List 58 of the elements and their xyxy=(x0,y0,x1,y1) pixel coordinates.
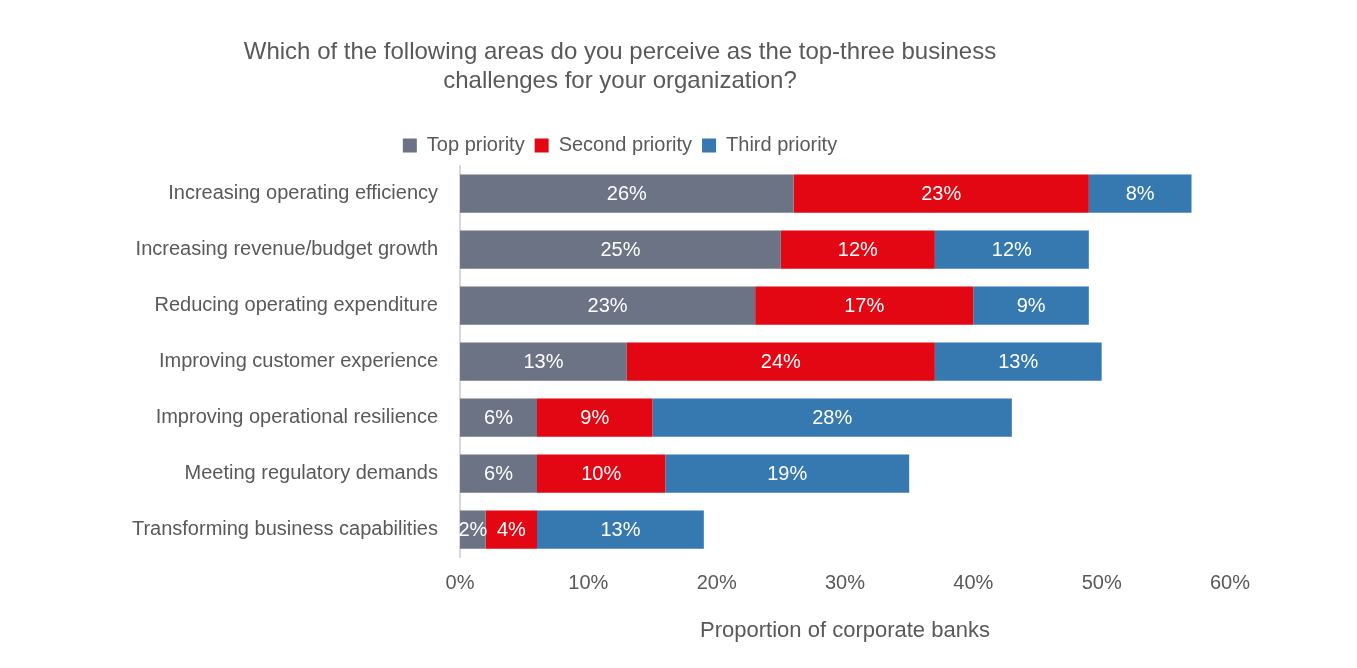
data-label: 26% xyxy=(606,182,648,205)
x-tick-label: 40% xyxy=(953,571,994,594)
data-label: 6% xyxy=(484,406,514,429)
y-tick-label: Reducing operating expenditure xyxy=(154,293,438,316)
bar xyxy=(537,454,666,493)
y-tick-label: Increasing revenue/budget growth xyxy=(135,237,438,260)
bar xyxy=(652,398,1012,437)
data-label: 6% xyxy=(484,462,514,485)
bar xyxy=(460,174,794,213)
y-tick-label: Improving customer experience xyxy=(158,349,438,372)
bar xyxy=(460,454,537,493)
legend-label: Top priority xyxy=(426,133,525,156)
y-tick-label: Transforming business capabilities xyxy=(131,517,438,540)
data-label: 23% xyxy=(587,294,628,317)
bar xyxy=(973,286,1089,325)
bar xyxy=(755,286,974,325)
x-tick-label: 10% xyxy=(568,571,609,594)
data-label: 9% xyxy=(580,406,610,429)
data-label: 25% xyxy=(600,238,641,261)
bar xyxy=(460,398,537,437)
x-tick-label: 0% xyxy=(445,571,475,594)
bar xyxy=(1088,174,1192,213)
bar xyxy=(537,510,704,549)
data-label: 13% xyxy=(998,350,1039,373)
legend-label: Second priority xyxy=(558,133,693,156)
bar xyxy=(934,342,1102,381)
x-tick-label: 60% xyxy=(1209,571,1251,594)
x-tick-label: 30% xyxy=(824,571,866,594)
x-tick-label: 20% xyxy=(696,571,737,594)
data-label: 12% xyxy=(991,238,1033,261)
y-tick-label: Increasing operating efficiency xyxy=(168,181,438,204)
bar xyxy=(460,286,756,325)
data-label: 17% xyxy=(844,294,885,317)
bar xyxy=(793,174,1089,213)
bar xyxy=(934,230,1089,269)
data-label: 10% xyxy=(581,462,622,485)
y-tick-label: Meeting regulatory demands xyxy=(184,461,438,484)
data-label: 8% xyxy=(1125,182,1155,205)
data-label: 9% xyxy=(1016,294,1046,317)
bar xyxy=(460,230,781,269)
legend-label: Third priority xyxy=(726,133,838,156)
data-label: 19% xyxy=(767,462,808,485)
data-label: 4% xyxy=(496,518,526,541)
bar xyxy=(665,454,910,493)
data-label: 24% xyxy=(760,350,802,373)
y-tick-label: Improving operational resilience xyxy=(155,405,438,428)
chart-title: Which of the following areas do you perceive as the top-three business challenges for your organization? xyxy=(243,37,997,93)
x-tick-label: 50% xyxy=(1081,571,1122,594)
data-label: 28% xyxy=(812,406,853,429)
data-label: 23% xyxy=(921,182,962,205)
bar xyxy=(537,398,653,437)
data-label: 13% xyxy=(523,350,564,373)
x-axis-title: Proportion of corporate banks xyxy=(700,616,990,642)
bar xyxy=(460,342,627,381)
data-label: 12% xyxy=(837,238,879,261)
data-label: 13% xyxy=(600,518,641,541)
bar xyxy=(626,342,935,381)
bar xyxy=(780,230,935,269)
